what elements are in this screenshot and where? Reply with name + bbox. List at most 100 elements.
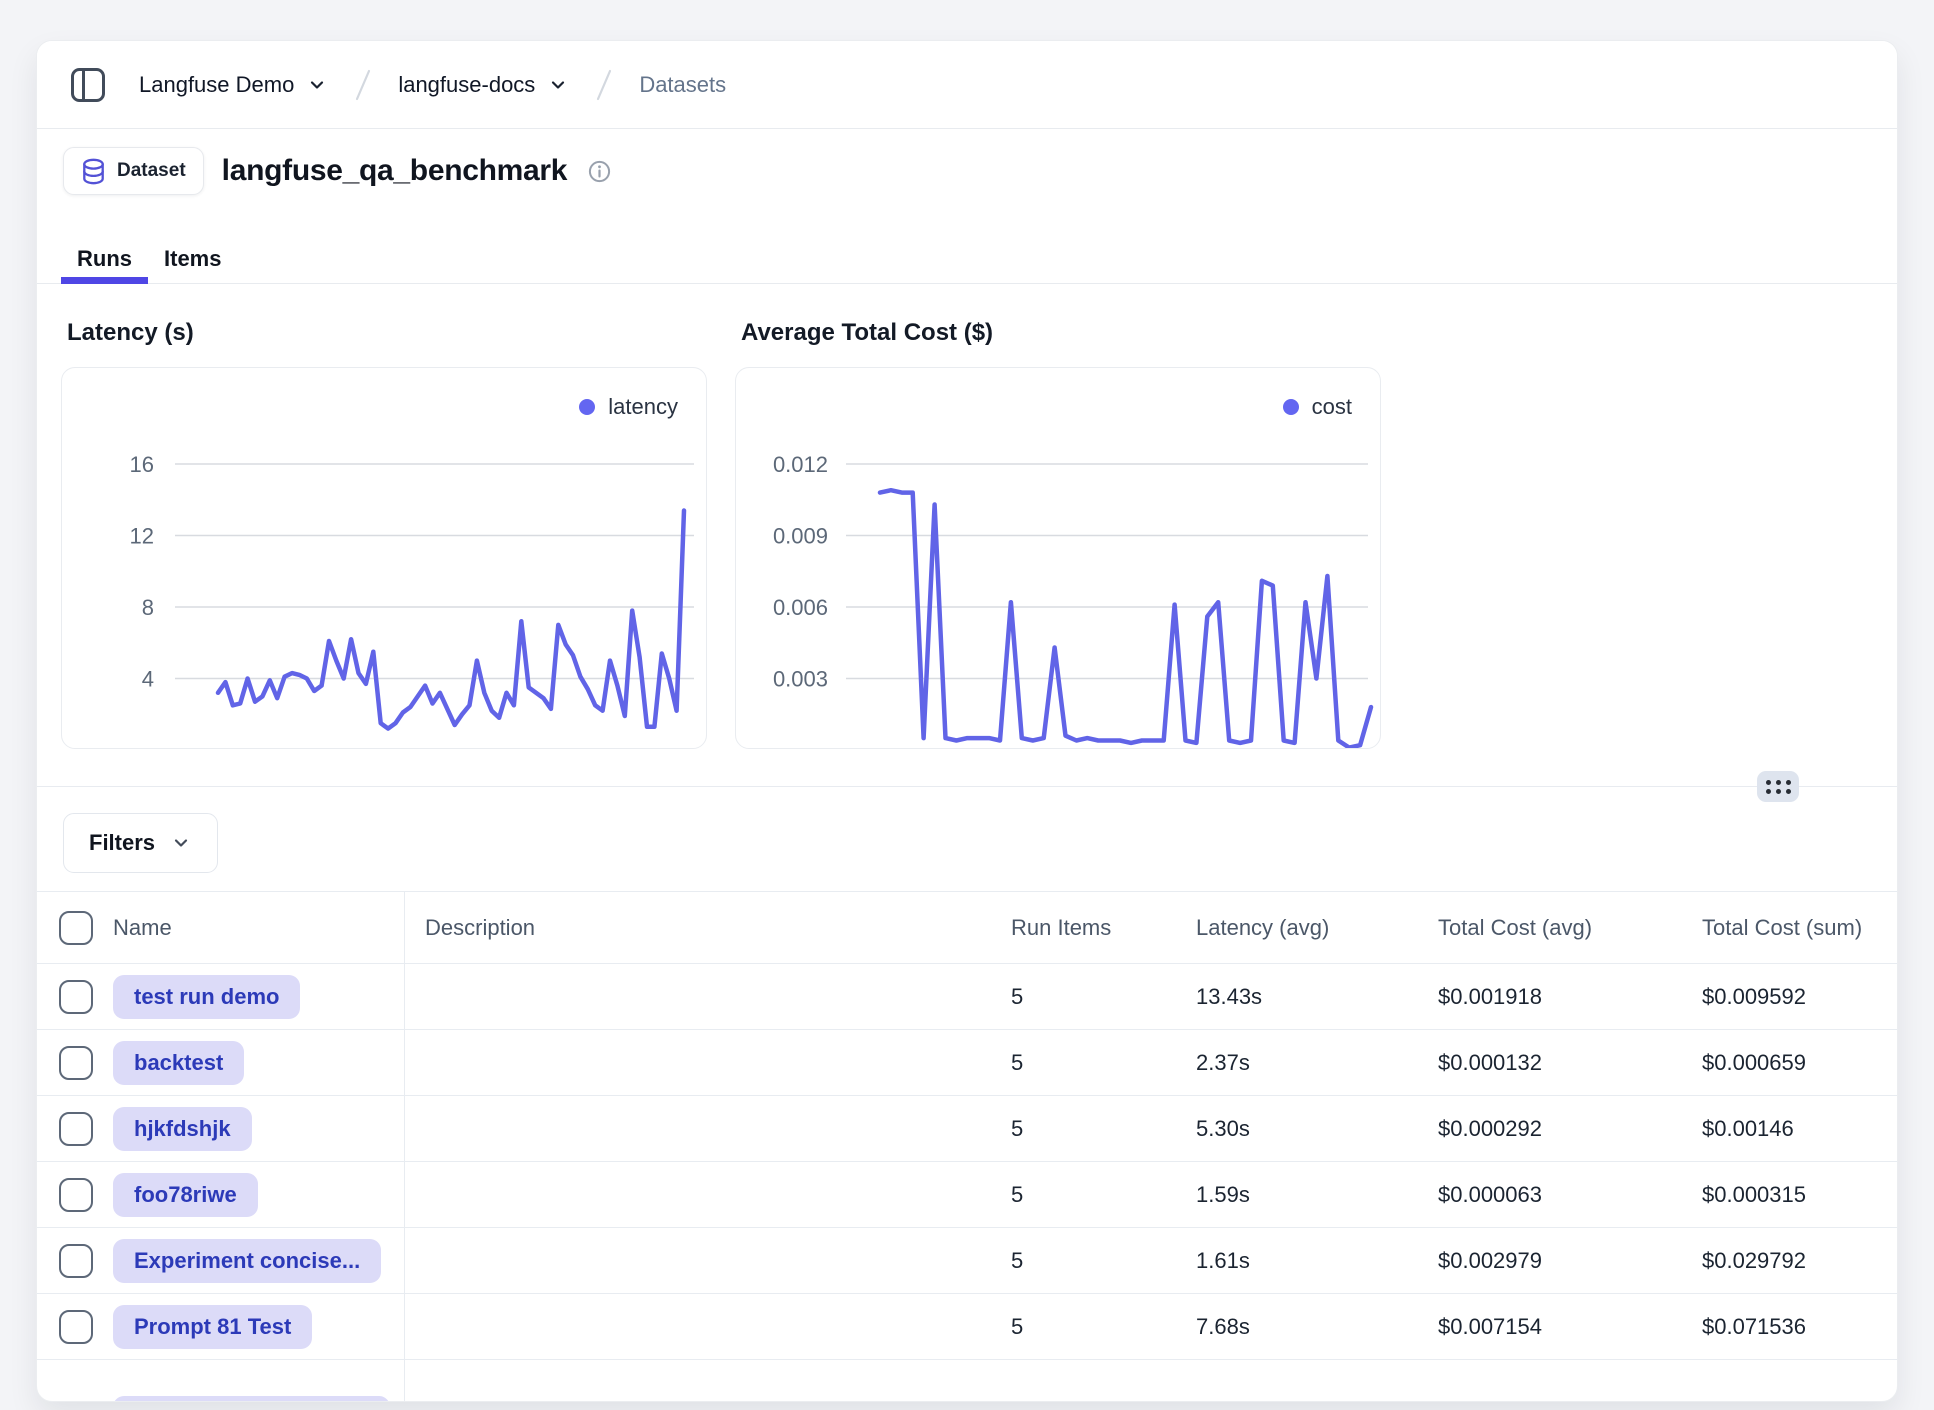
tab-items[interactable]: Items <box>148 235 237 283</box>
section-divider <box>37 786 1897 787</box>
run-name-pill[interactable]: Prompt 81 Test <box>113 1305 312 1349</box>
column-header-total-cost-sum[interactable]: Total Cost (sum) <box>1702 915 1862 941</box>
run-items-value: 5 <box>1011 1116 1023 1142</box>
run-items-value: 5 <box>1011 1314 1023 1340</box>
column-header-latency-avg[interactable]: Latency (avg) <box>1196 915 1329 941</box>
run-name-pill[interactable]: Experiment concise... <box>113 1239 381 1283</box>
svg-text:16: 16 <box>130 452 154 477</box>
latency-avg-value: 13.43s <box>1196 984 1262 1010</box>
run-name-pill[interactable]: backtest <box>113 1041 244 1085</box>
table-row-partial <box>37 1360 1897 1402</box>
column-header-name[interactable]: Name <box>113 915 172 941</box>
legend-label: latency <box>608 394 678 420</box>
svg-text:8: 8 <box>142 595 154 620</box>
latency-avg-value: 7.68s <box>1196 1314 1250 1340</box>
svg-text:0.009: 0.009 <box>773 524 828 549</box>
svg-text:0.006: 0.006 <box>773 595 828 620</box>
run-name-pill[interactable]: foo78riwe <box>113 1173 258 1217</box>
run-items-value: 5 <box>1011 1248 1023 1274</box>
table-row: Experiment concise... 5 1.61s $0.002979 $0.0… <box>37 1228 1897 1294</box>
cost-line-plot: 0.003 0.006 0.009 0.012 <box>736 368 1381 749</box>
info-icon[interactable] <box>587 159 612 184</box>
breadcrumb-slash-icon <box>593 67 615 103</box>
total-cost-sum-value: $0.000659 <box>1702 1050 1806 1076</box>
breadcrumb-org[interactable]: Langfuse Demo <box>139 72 294 98</box>
latency-avg-value: 1.59s <box>1196 1182 1250 1208</box>
breadcrumb-project[interactable]: langfuse-docs <box>398 72 535 98</box>
latency-chart-title: Latency (s) <box>67 319 707 367</box>
latency-chart-block: Latency (s) 4 8 12 16 latency <box>61 319 707 749</box>
legend-dot-icon <box>1283 399 1299 415</box>
latency-legend: latency <box>579 394 678 420</box>
svg-text:0.003: 0.003 <box>773 667 828 692</box>
tab-bar: Runs Items <box>37 235 1897 284</box>
tab-runs[interactable]: Runs <box>61 235 148 283</box>
total-cost-sum-value: $0.029792 <box>1702 1248 1806 1274</box>
legend-dot-icon <box>579 399 595 415</box>
latency-avg-value: 5.30s <box>1196 1116 1250 1142</box>
cost-legend: cost <box>1283 394 1352 420</box>
total-cost-sum-value: $0.000315 <box>1702 1182 1806 1208</box>
latency-chart: 4 8 12 16 latency <box>61 367 707 749</box>
chevron-down-icon[interactable] <box>306 74 328 96</box>
total-cost-sum-value: $0.00146 <box>1702 1116 1794 1142</box>
filters-row: Filters <box>63 813 218 873</box>
table-row: foo78riwe 5 1.59s $0.000063 $0.000315 <box>37 1162 1897 1228</box>
dataset-title-row: Dataset langfuse_qa_benchmark <box>63 147 612 195</box>
column-header-total-cost-avg[interactable]: Total Cost (avg) <box>1438 915 1592 941</box>
database-icon <box>81 158 106 185</box>
total-cost-avg-value: $0.000292 <box>1438 1116 1542 1142</box>
main-card: Langfuse Demo langfuse-docs Datasets <box>36 40 1898 1402</box>
table-row: backtest 5 2.37s $0.000132 $0.000659 <box>37 1030 1897 1096</box>
table-header-row: Name Description Run Items Latency (avg)… <box>37 892 1897 964</box>
latency-avg-value: 2.37s <box>1196 1050 1250 1076</box>
run-name-pill[interactable] <box>113 1396 390 1402</box>
select-all-checkbox[interactable] <box>59 911 93 945</box>
table-row: Prompt 81 Test 5 7.68s $0.007154 $0.071536 <box>37 1294 1897 1360</box>
legend-label: cost <box>1312 394 1352 420</box>
column-header-description[interactable]: Description <box>425 915 535 941</box>
total-cost-avg-value: $0.001918 <box>1438 984 1542 1010</box>
svg-text:12: 12 <box>130 524 154 549</box>
dataset-badge: Dataset <box>63 147 204 195</box>
cost-chart: 0.003 0.006 0.009 0.012 cost <box>735 367 1381 749</box>
page-title: langfuse_qa_benchmark <box>222 154 568 188</box>
run-name-pill[interactable]: hjkfdshjk <box>113 1107 252 1151</box>
row-checkbox[interactable] <box>59 1046 93 1080</box>
table-row: hjkfdshjk 5 5.30s $0.000292 $0.00146 <box>37 1096 1897 1162</box>
latency-line-plot: 4 8 12 16 <box>62 368 707 749</box>
total-cost-avg-value: $0.007154 <box>1438 1314 1542 1340</box>
row-checkbox[interactable] <box>59 980 93 1014</box>
breadcrumb-section[interactable]: Datasets <box>639 72 726 98</box>
sidebar-toggle-icon[interactable] <box>69 66 107 104</box>
cost-chart-block: Average Total Cost ($) 0.0030.0060.0090.… <box>735 319 1381 749</box>
total-cost-avg-value: $0.002979 <box>1438 1248 1542 1274</box>
filters-button-label: Filters <box>89 830 155 856</box>
total-cost-avg-value: $0.000132 <box>1438 1050 1542 1076</box>
svg-text:4: 4 <box>142 667 154 692</box>
svg-text:0.012: 0.012 <box>773 452 828 477</box>
table-row: test run demo 5 13.43s $0.001918 $0.009592 <box>37 964 1897 1030</box>
run-items-value: 5 <box>1011 1182 1023 1208</box>
row-checkbox[interactable] <box>59 1178 93 1212</box>
total-cost-sum-value: $0.009592 <box>1702 984 1806 1010</box>
total-cost-sum-value: $0.071536 <box>1702 1314 1806 1340</box>
run-name-pill[interactable]: test run demo <box>113 975 300 1019</box>
chevron-down-icon <box>170 832 192 854</box>
total-cost-avg-value: $0.000063 <box>1438 1182 1542 1208</box>
row-checkbox[interactable] <box>59 1112 93 1146</box>
run-items-value: 5 <box>1011 984 1023 1010</box>
cost-chart-title: Average Total Cost ($) <box>741 319 1381 367</box>
chevron-down-icon[interactable] <box>547 74 569 96</box>
filters-button[interactable]: Filters <box>63 813 218 873</box>
breadcrumb: Langfuse Demo langfuse-docs Datasets <box>37 41 1897 129</box>
latency-avg-value: 1.61s <box>1196 1248 1250 1274</box>
runs-table: Name Description Run Items Latency (avg)… <box>37 891 1897 1401</box>
breadcrumb-slash-icon <box>352 67 374 103</box>
column-header-run-items[interactable]: Run Items <box>1011 915 1111 941</box>
run-items-value: 5 <box>1011 1050 1023 1076</box>
drag-handle-icon[interactable] <box>1757 771 1799 802</box>
row-checkbox[interactable] <box>59 1310 93 1344</box>
row-checkbox[interactable] <box>59 1244 93 1278</box>
charts-section: Latency (s) 4 8 12 16 latency Average Total… <box>61 319 1381 749</box>
